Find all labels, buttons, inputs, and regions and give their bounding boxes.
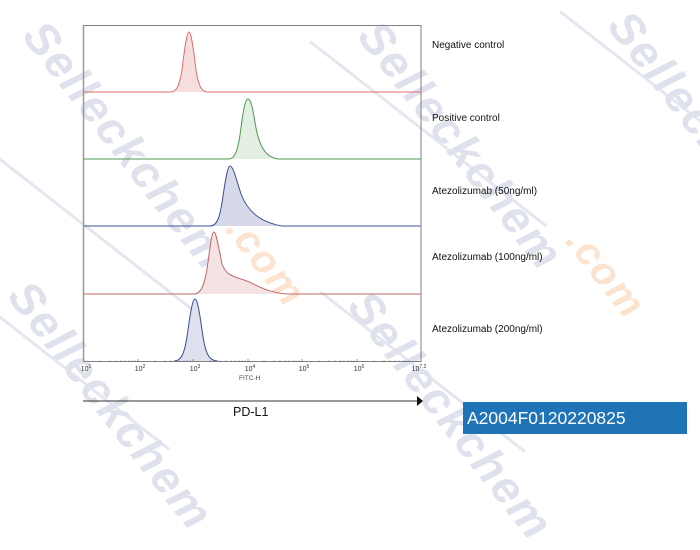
sample-label-positive-control: Positive control	[432, 113, 500, 124]
sample-label-atezolizumab-100: Atezolizumab (100ng/ml)	[432, 252, 543, 263]
x-tick-10-6: 106	[353, 364, 365, 373]
x-tick-10-1: 101	[80, 364, 92, 373]
histogram-negative-control	[84, 31, 421, 93]
histogram-atezolizumab-200	[173, 298, 219, 362]
sample-label-atezolizumab-200: Atezolizumab (200ng/ml)	[432, 324, 543, 335]
x-tick-10-3: 103	[189, 364, 201, 373]
x-tick-10-2: 102	[134, 364, 146, 373]
histogram-stack	[82, 25, 423, 406]
catalog-number-badge: A2004F0120220825	[463, 402, 687, 434]
x-tick-10-5: 105	[298, 364, 310, 373]
histogram-atezolizumab-100	[84, 231, 421, 295]
plot-frame	[83, 25, 422, 362]
pd-l1-label: PD-L1	[233, 405, 269, 419]
x-axis-ticks	[99, 359, 410, 362]
x-tick-10-4: 104	[244, 364, 256, 373]
histogram-positive-control	[84, 98, 421, 160]
histogram-atezolizumab-50	[84, 165, 421, 227]
pd-l1-arrow	[83, 396, 423, 406]
x-axis-title: FITC-H	[239, 375, 261, 382]
x-tick-10-7-2: 107.2	[411, 364, 427, 373]
sample-label-atezolizumab-50: Atezolizumab (50ng/ml)	[432, 186, 538, 197]
sample-label-negative-control: Negative control	[432, 40, 505, 51]
